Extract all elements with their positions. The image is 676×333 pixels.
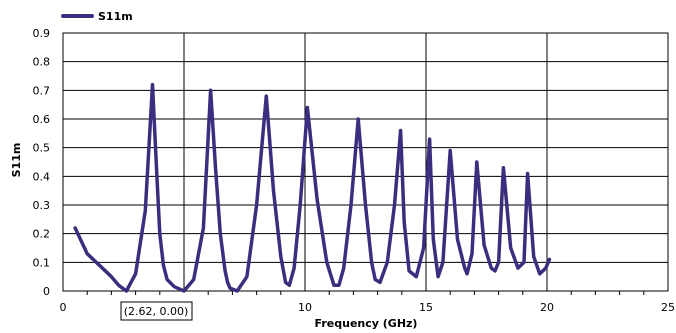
- x-tick-label: 15: [419, 301, 433, 314]
- cursor-readout: (2.62, 0.00): [120, 301, 193, 321]
- series-line-s11m: [73, 82, 552, 293]
- x-tick-label: 10: [298, 301, 312, 314]
- legend-label-s11m: S11m: [98, 10, 133, 23]
- chart-grid: [62, 32, 669, 292]
- series-layer: [73, 82, 552, 293]
- y-tick-label: 0.3: [33, 199, 51, 212]
- y-axis-ticks: 0 0.1 0.2 0.3 0.4 0.5 0.6 0.7 0.8 0.9: [33, 27, 51, 298]
- x-tick-label: 25: [661, 301, 675, 314]
- y-tick-label: 0.9: [33, 27, 51, 40]
- cursor-readout-text: (2.62, 0.00): [124, 305, 189, 318]
- y-tick-label: 0.2: [33, 228, 51, 241]
- y-tick-label: 0.1: [33, 256, 51, 269]
- y-tick-label: 0.8: [33, 56, 51, 69]
- y-axis-title: S11m: [10, 143, 23, 178]
- y-tick-label: 0.4: [33, 170, 51, 183]
- y-tick-label: 0: [43, 285, 50, 298]
- x-axis-title: Frequency (GHz): [315, 317, 418, 330]
- x-tick-label: 0: [60, 301, 67, 314]
- y-tick-label: 0.5: [33, 142, 51, 155]
- plot-area: [62, 32, 669, 292]
- y-tick-label: 0.6: [33, 113, 51, 126]
- readout-box: [120, 301, 193, 321]
- legend: S11m: [61, 10, 133, 23]
- x-tick-label: 20: [540, 301, 554, 314]
- y-tick-label: 0.7: [33, 84, 51, 97]
